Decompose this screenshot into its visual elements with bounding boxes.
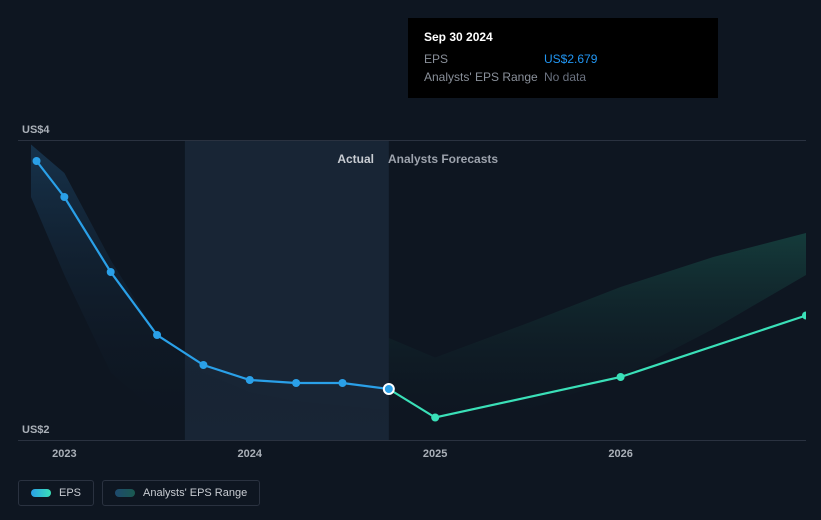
- chart-legend: EPS Analysts' EPS Range: [18, 480, 260, 506]
- tooltip-label: Analysts' EPS Range: [424, 68, 544, 86]
- legend-item[interactable]: EPS: [18, 480, 94, 506]
- x-axis-label: 2023: [52, 448, 76, 460]
- gridline: [18, 140, 806, 141]
- region-label-actual: Actual: [337, 152, 374, 166]
- y-axis-label: US$2: [22, 424, 50, 436]
- x-axis-label: 2025: [423, 448, 447, 460]
- tooltip-date: Sep 30 2024: [424, 30, 702, 44]
- tooltip-value: No data: [544, 68, 586, 86]
- x-axis-label: 2026: [608, 448, 632, 460]
- tooltip-value: US$2.679: [544, 50, 597, 68]
- legend-label: EPS: [59, 487, 81, 499]
- x-axis-label: 2024: [238, 448, 262, 460]
- tooltip-label: EPS: [424, 50, 544, 68]
- chart-tooltip: Sep 30 2024 EPSUS$2.679Analysts' EPS Ran…: [408, 18, 718, 98]
- gridline: [18, 440, 806, 441]
- tooltip-row: Analysts' EPS RangeNo data: [424, 68, 702, 86]
- legend-item[interactable]: Analysts' EPS Range: [102, 480, 260, 506]
- region-label-forecast: Analysts Forecasts: [388, 152, 498, 166]
- tooltip-row: EPSUS$2.679: [424, 50, 702, 68]
- y-axis-label: US$4: [22, 124, 50, 136]
- legend-swatch: [115, 489, 135, 497]
- eps-chart: Actual Analysts Forecasts US$4 US$2: [18, 118, 806, 443]
- x-axis: 2023 2024 2025 2026: [18, 448, 806, 468]
- legend-swatch: [31, 489, 51, 497]
- legend-label: Analysts' EPS Range: [143, 487, 247, 499]
